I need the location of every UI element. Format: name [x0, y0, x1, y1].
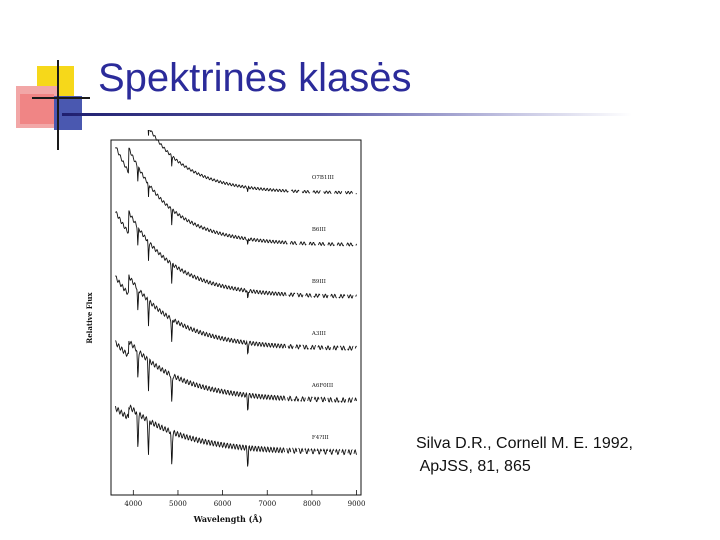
spectra-chart: O7B1III B6III B9III A3III A6F0III F4?III 4000… [85, 130, 365, 524]
x-tick-label: 8000 [303, 500, 321, 508]
decorative-cross-icon [16, 60, 90, 150]
series-line-f4-iii [115, 404, 281, 467]
x-tick-label: 9000 [348, 500, 366, 508]
x-tick-label: 6000 [214, 500, 232, 508]
series-line-b6iii [115, 147, 281, 245]
slide-title: Spektrinės klasės [98, 56, 412, 100]
x-axis-ticks: 4000 5000 6000 7000 8000 9000 [124, 490, 365, 508]
series-layer [115, 130, 357, 467]
series-label: B6III [312, 227, 326, 233]
citation-line-2: ApJSS, 81, 865 [416, 458, 531, 475]
series-label: F4?III [312, 435, 329, 441]
title-divider [62, 113, 632, 116]
series-line-b9iii [280, 292, 357, 299]
plot-border [110, 139, 362, 496]
series-line-a6f0iii [280, 395, 357, 403]
x-tick-label: 7000 [258, 500, 276, 508]
series-label: A3III [311, 331, 326, 337]
series-line-b9iii [115, 210, 281, 299]
citation-line-1: Silva D.R., Cornell M. E. 1992, [416, 435, 633, 452]
series-line-a6f0iii [115, 340, 282, 411]
series-line-o7b1iii [280, 188, 357, 195]
series-line-a3iii [115, 274, 282, 355]
series-label: B9III [312, 279, 326, 285]
series-label: O7B1III [312, 175, 334, 181]
series-line-a3iii [280, 343, 357, 351]
x-tick-label: 5000 [169, 500, 187, 508]
citation: Silva D.R., Cornell M. E. 1992, ApJSS, 8… [416, 432, 633, 478]
x-tick-label: 4000 [124, 500, 142, 508]
x-axis-label: Wavelength (Å) [193, 514, 263, 524]
series-line-f4-iii [280, 447, 357, 456]
y-axis-label: Relative Flux [85, 292, 94, 344]
series-line-o7b1iii [147, 130, 282, 193]
plot-frame [110, 139, 362, 496]
series-label: A6F0III [311, 383, 333, 389]
series-line-b6iii [280, 240, 357, 247]
series-labels: O7B1III B6III B9III A3III A6F0III F4?III [311, 175, 334, 441]
